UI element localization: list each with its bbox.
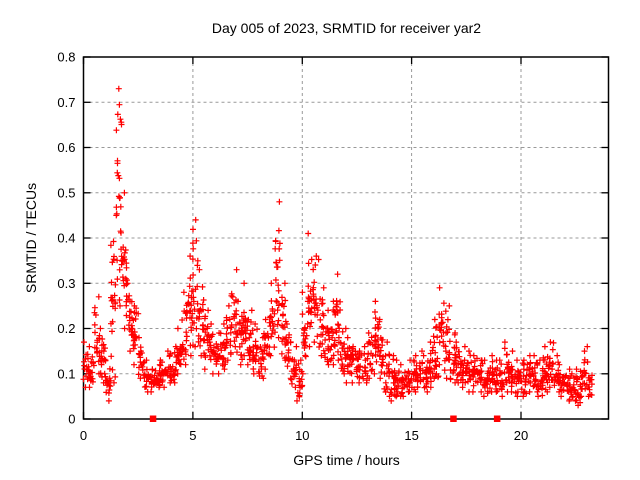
y-tick-labels: 0 0.1 0.2 0.3 0.4 0.5 0.6 0.7 0.8 [57, 50, 75, 427]
x-axis-title: GPS time / hours [293, 452, 400, 468]
svg-text:0.1: 0.1 [57, 366, 75, 381]
svg-text:0.6: 0.6 [57, 140, 75, 155]
svg-text:0.2: 0.2 [57, 321, 75, 336]
svg-text:0: 0 [80, 428, 87, 443]
svg-text:0.4: 0.4 [57, 231, 75, 246]
svg-text:20: 20 [514, 428, 528, 443]
axis-gap-markers [149, 415, 501, 422]
svg-text:0.7: 0.7 [57, 95, 75, 110]
svg-text:10: 10 [295, 428, 309, 443]
svg-text:0.8: 0.8 [57, 50, 75, 65]
svg-text:0.3: 0.3 [57, 276, 75, 291]
svg-text:0: 0 [68, 412, 75, 427]
scatter-points [80, 85, 595, 409]
svg-text:0.5: 0.5 [57, 185, 75, 200]
chart-title: Day 005 of 2023, SRMTID for receiver yar… [211, 20, 482, 36]
svg-text:15: 15 [404, 428, 418, 443]
tick-marks [82, 56, 609, 420]
x-tick-labels: 0 5 10 15 20 [80, 428, 528, 443]
svg-text:5: 5 [189, 428, 196, 443]
